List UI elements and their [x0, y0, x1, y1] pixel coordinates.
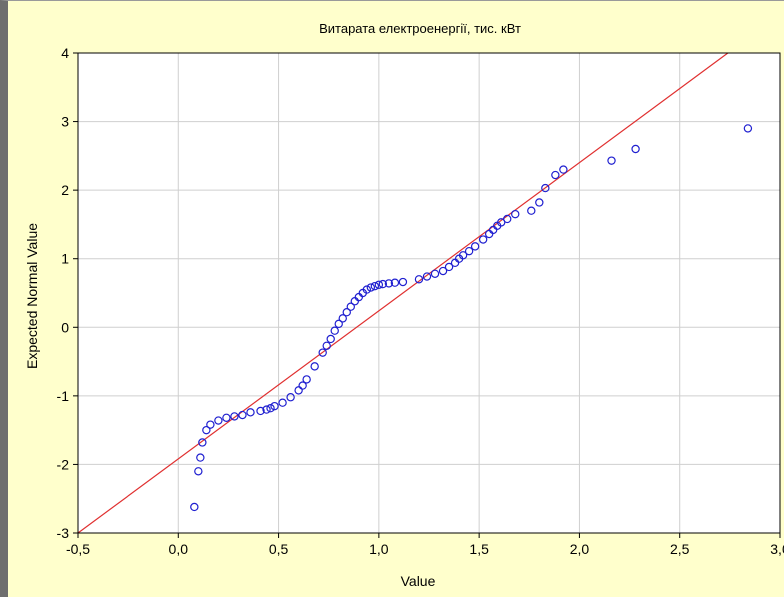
data-point: [334, 319, 343, 329]
y-tick-label: -2: [57, 456, 70, 472]
data-points: [190, 124, 753, 512]
data-point: [298, 381, 307, 390]
x-tick-label: 1,5: [469, 541, 489, 557]
data-point: [190, 502, 199, 512]
y-tick-label: 1: [61, 251, 69, 267]
data-point: [322, 341, 331, 350]
data-point: [196, 453, 205, 462]
data-point: [246, 408, 255, 417]
x-axis-ticks: -0,5 0,0 0,5 1,0 1,5 2,0 2,5 3,0: [66, 533, 784, 557]
x-tick-label: 0,0: [169, 541, 189, 557]
data-point: [559, 165, 568, 174]
data-point: [198, 438, 207, 447]
data-point: [743, 124, 753, 133]
data-point: [384, 279, 394, 288]
data-point: [422, 272, 432, 281]
x-tick-label: 2,5: [670, 541, 690, 557]
data-point: [470, 242, 480, 251]
x-tick-label: 0,5: [269, 541, 289, 557]
data-point: [222, 413, 231, 422]
data-point: [302, 375, 311, 384]
x-tick-label: 2,0: [570, 541, 590, 557]
data-point: [464, 246, 474, 256]
data-point: [527, 206, 536, 215]
data-point: [503, 214, 512, 224]
y-tick-label: -3: [57, 525, 70, 541]
data-point: [310, 362, 319, 371]
data-point: [230, 412, 239, 421]
data-point: [194, 467, 203, 476]
data-point: [378, 279, 388, 289]
data-point: [270, 401, 279, 411]
data-point: [398, 277, 408, 287]
y-tick-label: 4: [61, 45, 69, 61]
x-tick-label: 3,0: [770, 541, 784, 557]
data-point: [478, 235, 488, 244]
data-point: [206, 420, 215, 429]
data-point: [262, 405, 271, 414]
data-point: [541, 183, 550, 193]
y-tick-label: 3: [61, 114, 69, 130]
data-point: [607, 156, 616, 165]
data-point: [390, 278, 400, 287]
data-point: [286, 393, 295, 402]
x-axis-title: Value: [401, 573, 436, 589]
chart-title: Витарата електроенергії, тис. кВт: [319, 21, 521, 36]
y-axis-ticks: -3 -2 -1 0 1 2 3 4: [57, 45, 78, 541]
data-point: [551, 170, 560, 180]
data-point: [366, 283, 376, 292]
x-tick-label: -0,5: [66, 541, 90, 557]
data-point: [535, 198, 544, 207]
y-axis-title: Expected Normal Value: [24, 223, 40, 369]
y-tick-label: -1: [57, 388, 70, 404]
data-point: [362, 285, 372, 294]
data-point: [214, 416, 223, 425]
y-tick-label: 2: [61, 182, 69, 198]
data-point: [430, 269, 440, 278]
data-point: [374, 280, 384, 289]
data-point: [318, 348, 327, 357]
data-point: [511, 209, 520, 219]
data-point: [438, 266, 448, 276]
data-point: [266, 404, 275, 413]
data-point: [330, 326, 339, 335]
plot-border: [77, 52, 781, 534]
data-point: [346, 302, 355, 311]
data-point: [278, 398, 287, 407]
data-point: [256, 406, 265, 416]
data-point: [202, 425, 211, 435]
data-point: [342, 308, 351, 317]
x-tick-label: 1,0: [369, 541, 389, 557]
plot-area: [78, 53, 780, 533]
y-tick-label: 0: [61, 319, 69, 335]
reference-line: [77, 52, 729, 534]
data-point: [238, 410, 247, 420]
data-point: [338, 314, 347, 323]
data-point: [631, 144, 640, 154]
data-point: [458, 251, 468, 260]
data-point: [370, 281, 380, 291]
data-point: [444, 262, 454, 272]
data-point: [414, 275, 424, 284]
data-point: [326, 334, 335, 344]
